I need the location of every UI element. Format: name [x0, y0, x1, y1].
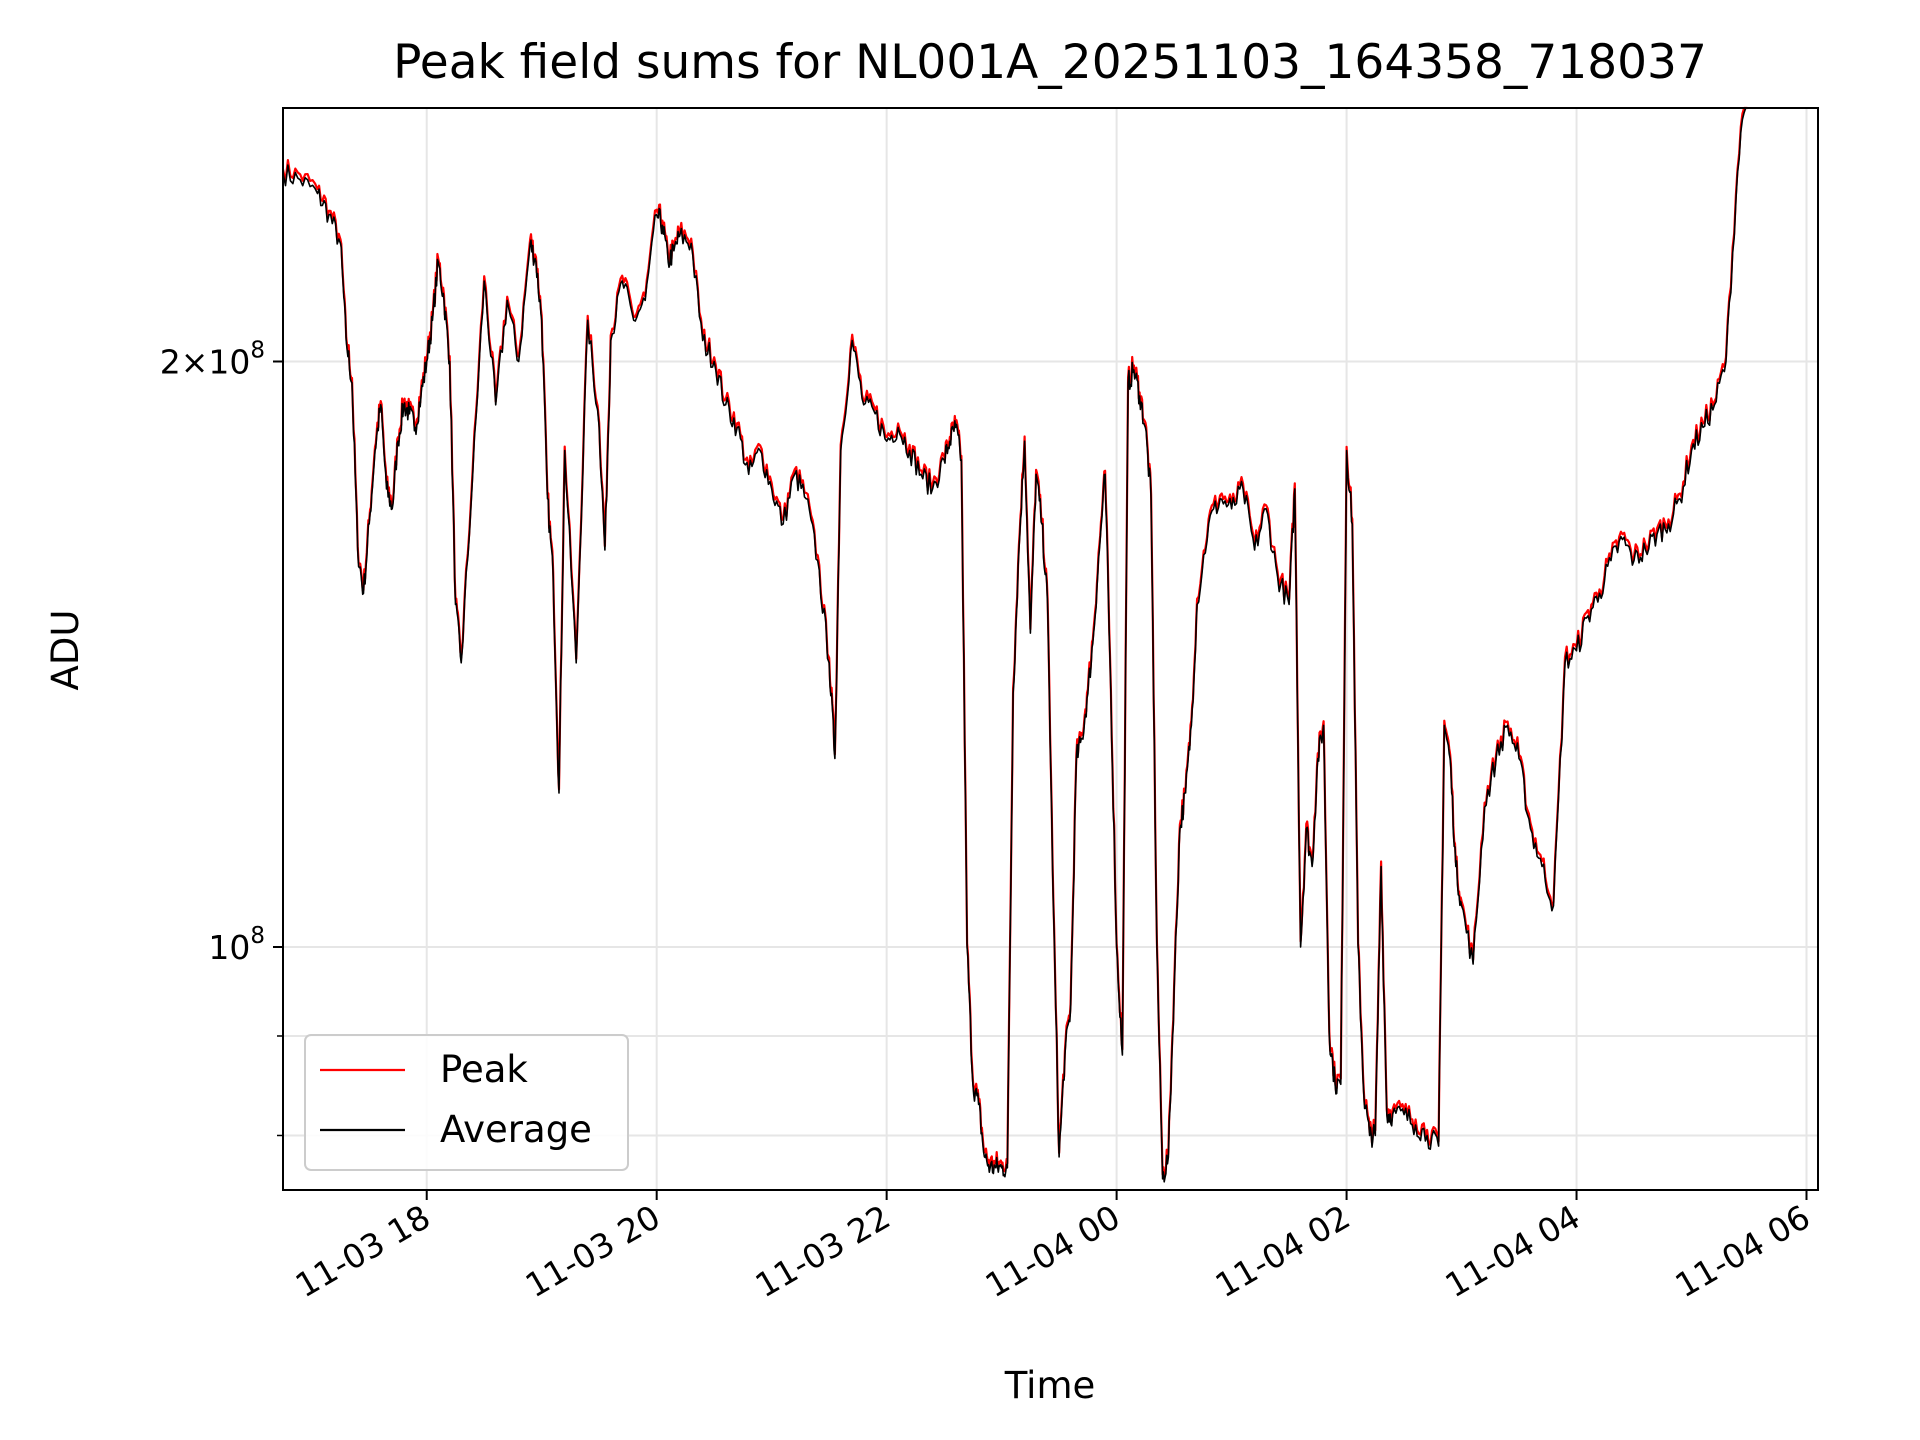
- y-tick-label: 108: [208, 923, 265, 967]
- legend-label-average: Average: [440, 1108, 592, 1151]
- series-layer: [281, 106, 1748, 1183]
- plot-area-frame: [282, 107, 1819, 1191]
- x-axis-label: Time: [1004, 1364, 1096, 1407]
- legend-label-peak: Peak: [440, 1048, 528, 1091]
- legend-box: [304, 1034, 629, 1171]
- y-tick-label-exponent: 8: [250, 337, 265, 363]
- y-axis-label: ADU: [44, 610, 87, 691]
- y-tick-label-base: 10: [208, 928, 250, 967]
- chart-title: Peak field sums for NL001A_20251103_1643…: [393, 35, 1707, 90]
- y-tick-label-base: 2×10: [160, 342, 251, 381]
- average-series-line: [282, 107, 1748, 1183]
- y-tick-label-exponent: 8: [250, 923, 265, 949]
- legend: Peak Average: [304, 1034, 629, 1171]
- y-tick-label: 2×108: [160, 337, 265, 381]
